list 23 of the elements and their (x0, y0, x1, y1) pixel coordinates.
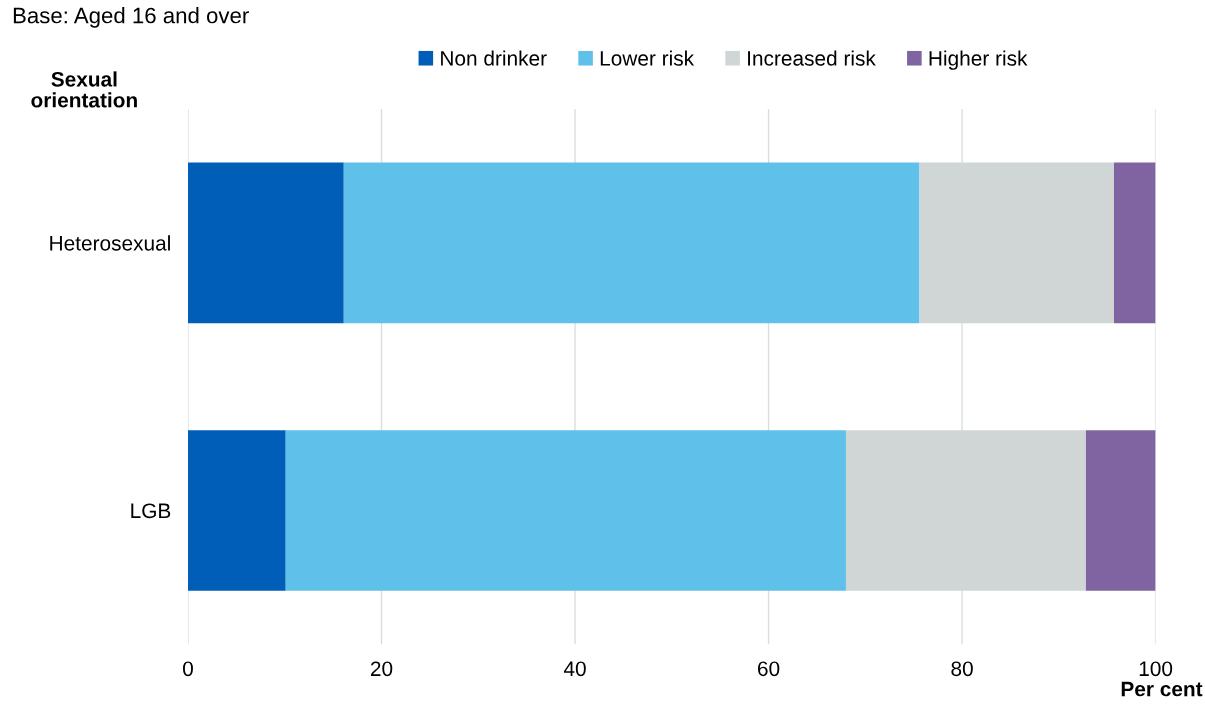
y-tick-label: Heterosexual (50, 235, 170, 251)
legend-label: Non drinker (441, 50, 547, 66)
chart-subtitle: Base: Aged 16 and over (13, 7, 249, 28)
bar (1085, 430, 1156, 591)
bar (343, 162, 920, 324)
x-tick-label: 100 (1139, 661, 1173, 677)
x-axis-title: Per cent (1121, 681, 1203, 697)
legend-label: Increased risk (748, 50, 876, 66)
bar (285, 430, 846, 591)
bar (845, 430, 1086, 591)
x-tick-label: 20 (370, 661, 393, 677)
y-axis-title: Sexual orientation (31, 71, 137, 108)
x-tick-label: 60 (758, 661, 780, 677)
bar (187, 162, 344, 324)
bar (1113, 162, 1156, 324)
bar (187, 430, 286, 591)
legend-label: Higher risk (929, 50, 1028, 70)
x-tick-label: 80 (951, 661, 973, 677)
x-tick-label: 40 (563, 661, 586, 677)
y-tick-label: LGB (131, 503, 171, 519)
bar (919, 162, 1114, 324)
x-tick-label: 0 (183, 661, 193, 677)
legend-label: Lower risk (600, 50, 695, 66)
